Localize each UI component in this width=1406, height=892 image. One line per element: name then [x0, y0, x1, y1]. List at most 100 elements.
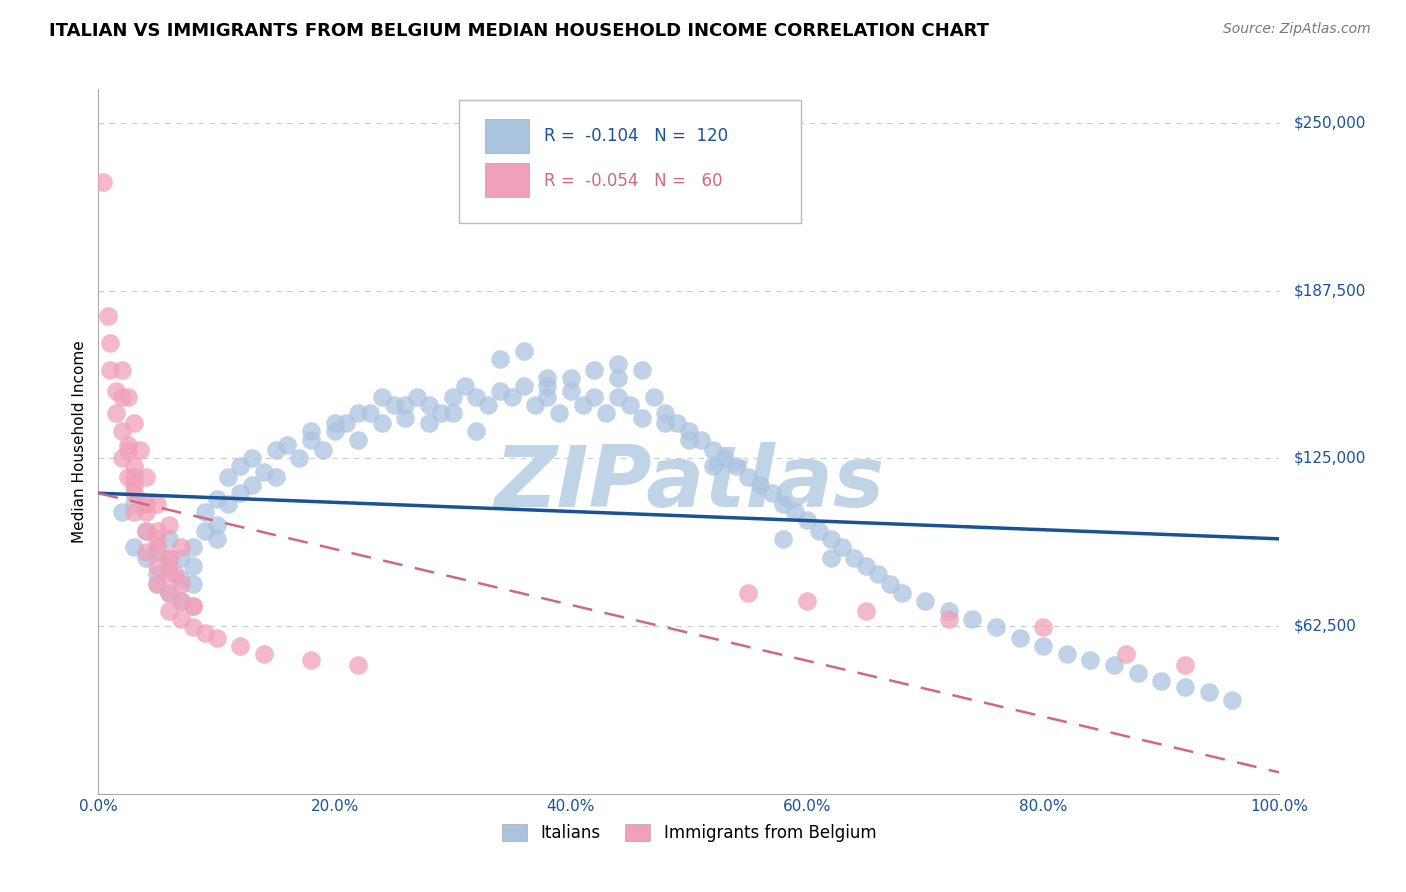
Text: R =  -0.054   N =   60: R = -0.054 N = 60	[544, 172, 723, 190]
Point	[170, 540, 193, 554]
Point	[583, 390, 606, 404]
Point	[501, 390, 523, 404]
Point	[477, 398, 499, 412]
Point	[135, 545, 157, 559]
Point	[146, 497, 169, 511]
Point	[229, 459, 252, 474]
Point	[666, 417, 689, 431]
Point	[347, 433, 370, 447]
Point	[702, 443, 724, 458]
Point	[347, 406, 370, 420]
Point	[524, 398, 547, 412]
Point	[111, 451, 134, 466]
Legend: Italians, Immigrants from Belgium: Italians, Immigrants from Belgium	[495, 817, 883, 849]
Point	[418, 398, 440, 412]
Point	[135, 505, 157, 519]
Point	[713, 451, 735, 466]
Point	[146, 566, 169, 581]
Point	[217, 497, 239, 511]
Point	[181, 599, 204, 613]
Point	[135, 497, 157, 511]
Point	[157, 604, 180, 618]
Point	[654, 417, 676, 431]
Point	[890, 585, 912, 599]
Bar	[485, 163, 530, 197]
Point	[1220, 693, 1243, 707]
Point	[465, 390, 488, 404]
Point	[128, 443, 150, 458]
Point	[1115, 648, 1137, 662]
Point	[194, 524, 217, 538]
Point	[264, 470, 287, 484]
Point	[441, 390, 464, 404]
Point	[181, 540, 204, 554]
Point	[772, 532, 794, 546]
Point	[938, 604, 960, 618]
Point	[157, 585, 180, 599]
Point	[135, 497, 157, 511]
Point	[157, 566, 180, 581]
Point	[181, 599, 204, 613]
FancyBboxPatch shape	[458, 100, 801, 223]
Point	[98, 335, 121, 350]
Point	[820, 532, 842, 546]
Point	[1032, 639, 1054, 653]
Point	[1102, 658, 1125, 673]
Point	[146, 545, 169, 559]
Point	[536, 371, 558, 385]
Point	[560, 371, 582, 385]
Point	[122, 497, 145, 511]
Point	[866, 566, 889, 581]
Point	[299, 425, 322, 439]
Point	[111, 505, 134, 519]
Point	[595, 406, 617, 420]
Point	[146, 540, 169, 554]
Point	[181, 558, 204, 573]
Point	[105, 406, 128, 420]
Point	[157, 550, 180, 565]
Text: $125,000: $125,000	[1294, 450, 1365, 466]
Point	[111, 362, 134, 376]
Point	[276, 438, 298, 452]
Point	[240, 478, 263, 492]
Point	[117, 390, 139, 404]
Point	[678, 433, 700, 447]
Point	[157, 532, 180, 546]
Point	[117, 438, 139, 452]
Y-axis label: Median Household Income: Median Household Income	[72, 340, 87, 543]
Point	[855, 558, 877, 573]
Text: $187,500: $187,500	[1294, 283, 1365, 298]
Point	[194, 625, 217, 640]
Point	[536, 379, 558, 393]
Point	[111, 390, 134, 404]
Text: Source: ZipAtlas.com: Source: ZipAtlas.com	[1223, 22, 1371, 37]
Point	[489, 384, 512, 399]
Point	[146, 524, 169, 538]
Point	[643, 390, 665, 404]
Point	[194, 505, 217, 519]
Point	[607, 357, 630, 371]
Point	[962, 612, 984, 626]
Point	[737, 470, 759, 484]
Point	[253, 465, 276, 479]
Point	[170, 593, 193, 607]
Point	[135, 524, 157, 538]
Point	[229, 639, 252, 653]
Point	[217, 470, 239, 484]
Point	[465, 425, 488, 439]
Point	[761, 486, 783, 500]
Point	[135, 524, 157, 538]
Point	[560, 384, 582, 399]
Point	[382, 398, 405, 412]
Point	[97, 309, 120, 323]
Point	[1056, 648, 1078, 662]
Point	[630, 362, 652, 376]
Point	[737, 585, 759, 599]
Point	[607, 371, 630, 385]
Point	[205, 518, 228, 533]
Point	[1008, 631, 1031, 645]
Point	[157, 558, 180, 573]
Point	[512, 343, 534, 358]
Point	[536, 390, 558, 404]
Point	[170, 550, 193, 565]
